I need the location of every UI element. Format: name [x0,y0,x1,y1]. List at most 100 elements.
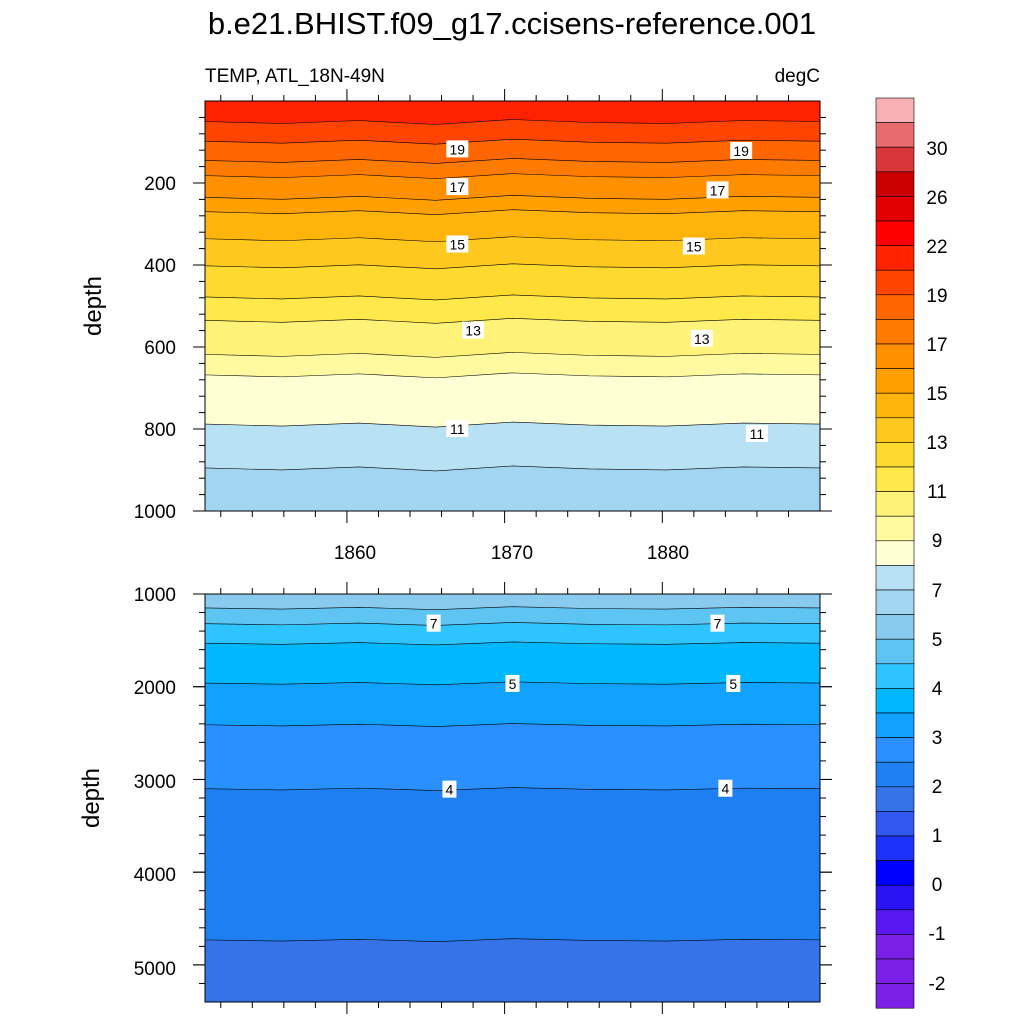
contour-label: 7 [714,616,722,632]
contour-label: 7 [430,616,438,632]
colorbar [875,97,915,1009]
x-tick-label: 1860 [334,543,376,564]
colorbar-label: 9 [932,531,943,552]
colorbar-box [875,245,915,271]
contour-label-box [446,140,469,158]
contour-line [204,465,821,472]
colorbar-label: 11 [927,482,947,503]
colorbar-box [875,343,915,369]
contour-label-box [462,321,485,339]
colorbar-box [875,417,915,443]
contour-label: 4 [446,782,454,798]
contour-label: 15 [450,237,466,253]
colorbar-box [875,122,915,148]
lower-panel-contour-fill [204,594,821,1002]
upper-y-tick-label: 600 [144,338,176,359]
x-tick-label: 1870 [491,543,533,564]
contour-label-box [505,674,520,692]
contour-label: 11 [750,426,765,442]
contour-label: 4 [721,781,729,797]
upper-y-tick-label: 800 [144,420,176,441]
lower-y-tick-label: 1000 [134,585,176,606]
colorbar-box [875,466,915,492]
contour-label-box [426,614,441,632]
contour-line [204,294,821,301]
contour-label: 19 [733,143,749,159]
colorbar-label: 19 [926,286,947,307]
contour-line [204,938,821,942]
colorbar-label: -2 [929,974,946,995]
lower-y-tick-label: 2000 [134,678,176,699]
colorbar-box [875,761,915,788]
colorbar-label: -1 [929,924,946,945]
colorbar-label: 30 [926,139,947,160]
colorbar-box [875,589,915,615]
contour-label: 5 [729,676,737,692]
upper-y-tick-label: 400 [144,256,176,277]
colorbar-box [875,196,915,222]
contour-label-box [726,674,741,692]
contour-label-box [745,424,768,442]
colorbar-label: 0 [932,875,943,896]
lower-y-tick-label: 3000 [134,772,176,793]
colorbar-label: 17 [926,335,947,356]
contour-label-box [682,237,705,255]
contour-line [204,606,821,611]
upper-panel-frame [204,100,821,512]
colorbar-label: 7 [932,581,943,602]
contour-label-box [690,329,713,347]
colorbar-box [875,688,915,714]
contour-label: 19 [450,141,466,157]
colorbar-box [875,442,915,468]
colorbar-box [875,220,915,246]
contour-label: 5 [509,676,517,692]
lower-panel-frame [204,593,821,1003]
contour-line [204,263,821,270]
units-string: degC [775,66,820,87]
colorbar-box [875,860,915,886]
contour-label: 11 [450,421,465,437]
contour-line [204,158,821,164]
lower-y-axis-label: depth [78,768,105,828]
contour-line [204,318,821,324]
colorbar-box [875,294,915,320]
colorbar-label: 13 [926,433,947,454]
lower-y-tick-label: 5000 [134,959,176,980]
colorbar-box [875,786,915,812]
colorbar-box [875,565,915,591]
colorbar-box [875,884,915,911]
contour-line [204,209,821,216]
contour-line [204,119,821,125]
colorbar-label: 22 [926,237,947,258]
contour-label: 17 [710,182,726,198]
lower-y-tick-label: 4000 [134,865,176,886]
colorbar-box [875,638,915,665]
colorbar-box [875,491,915,517]
colorbar-label: 26 [926,188,947,209]
contour-band [205,938,820,1002]
left-string: TEMP, ATL_18N-49N [205,66,385,87]
upper-y-axis-label: depth [80,276,107,336]
colorbar-box [875,934,915,960]
contour-line [204,421,821,428]
contour-line [204,723,821,727]
colorbar-box [875,540,915,566]
colorbar-label: 1 [932,826,943,847]
contour-label: 15 [686,239,702,255]
contour-line [204,372,821,379]
colorbar-label: 5 [932,630,943,651]
contour-label: 17 [450,179,466,195]
colorbar-box [875,269,915,296]
colorbar-box [875,614,915,640]
colorbar-box [875,97,915,123]
colorbar-box [875,146,915,173]
upper-panel-contour-fill [204,101,821,511]
contour-label-box [718,779,733,797]
contour-label-box [710,614,725,632]
colorbar-label: 4 [932,679,943,700]
contour-band [205,465,820,511]
contour-label-box [706,181,729,199]
colorbar-box [875,392,915,419]
contour-label-box [446,235,469,253]
